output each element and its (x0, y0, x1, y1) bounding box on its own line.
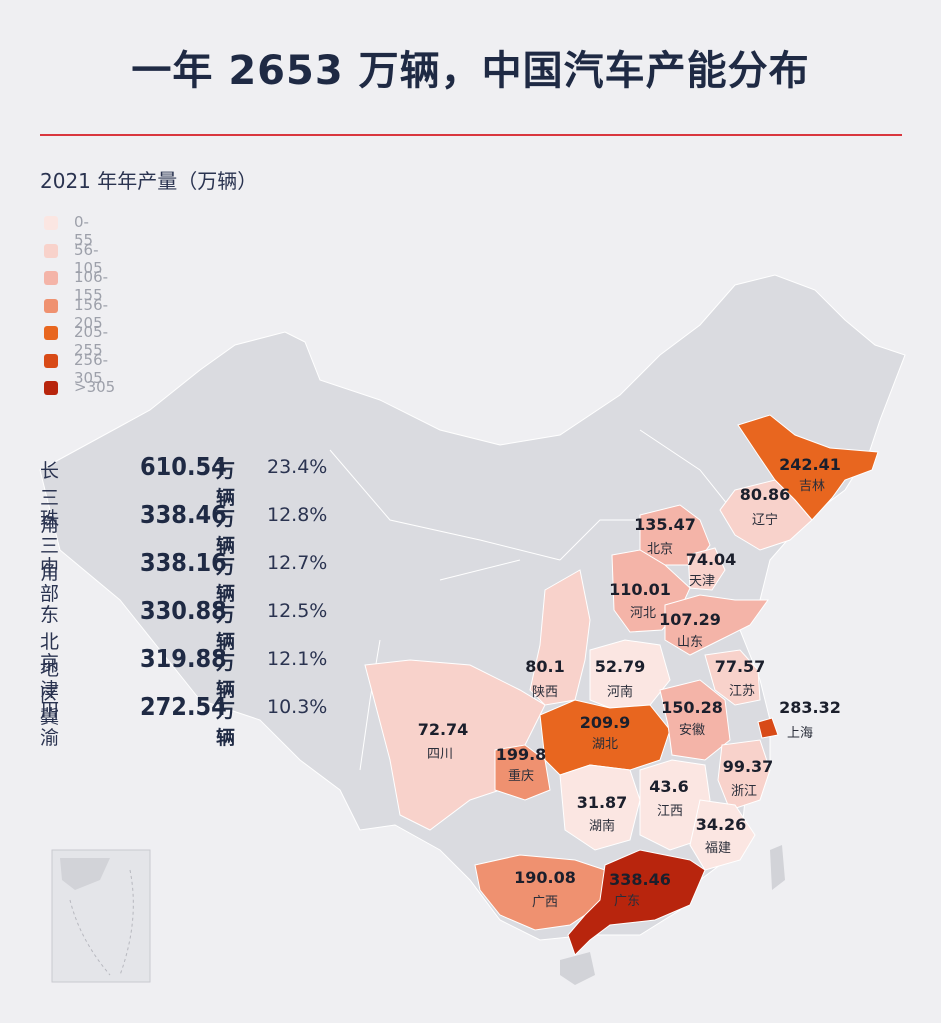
province-value: 52.79 (595, 657, 646, 676)
stat-value: 338.46 (140, 500, 227, 529)
stat-region: 中部 (40, 556, 60, 605)
south-china-sea-inset (51, 849, 151, 983)
province-value: 199.8 (496, 745, 547, 764)
legend-swatch (44, 243, 58, 258)
stat-unit: 万辆 (216, 508, 236, 557)
legend-swatch (44, 298, 58, 313)
province-name: 四川 (427, 747, 453, 762)
province-name: 湖南 (589, 818, 615, 834)
province-value: 80.86 (740, 485, 791, 504)
province-value: 43.6 (649, 777, 688, 796)
province-name: 上海 (787, 726, 813, 741)
legend-label: 0-55 (74, 213, 94, 249)
province-shape (559, 764, 641, 851)
province-name: 浙江 (731, 784, 757, 799)
province-shape (539, 699, 671, 776)
province-shape (717, 739, 771, 811)
province-value: 99.37 (723, 757, 774, 776)
stat-region: 东北地区 (40, 604, 60, 707)
province-value: 283.32 (779, 698, 841, 717)
stat-share: 12.5% (267, 600, 328, 622)
province-value: 107.29 (659, 610, 721, 629)
province-value: 31.87 (577, 793, 628, 812)
legend-label: 56-105 (74, 240, 103, 277)
legend-swatch (44, 381, 58, 395)
legend-label: 156-205 (74, 295, 109, 332)
province-name: 安徽 (679, 723, 705, 738)
province-name: 重庆 (508, 768, 534, 784)
legend-swatch (44, 216, 58, 230)
stat-value: 319.88 (140, 644, 227, 673)
province-name: 广西 (532, 895, 558, 910)
province-name: 湖北 (592, 737, 618, 752)
stat-value: 610.54 (140, 452, 227, 481)
stat-unit: 万辆 (216, 556, 236, 605)
stat-region: 珠三角 (40, 508, 60, 584)
stat-share: 23.4% (267, 456, 328, 478)
province-value: 150.28 (661, 698, 723, 717)
province-value: 338.46 (609, 870, 671, 889)
stat-share: 12.8% (267, 504, 328, 526)
province-name: 天津 (689, 574, 715, 589)
stat-value: 272.54 (140, 692, 227, 721)
legend-label: >305 (74, 378, 116, 396)
taiwan-shape (770, 845, 785, 890)
province-shape (704, 649, 761, 706)
stat-unit: 万辆 (216, 652, 236, 701)
legend-title: 2021 年年产量（万辆） (40, 169, 258, 193)
legend-swatch (44, 353, 58, 368)
province-name: 山东 (677, 635, 703, 650)
province-shape (589, 639, 671, 709)
stat-unit: 万辆 (216, 604, 236, 653)
province-value: 209.9 (580, 713, 631, 732)
province-shape (494, 744, 551, 801)
page-title: 一年 2653 万辆，中国汽车产能分布 (131, 48, 810, 94)
title-divider (40, 134, 902, 136)
province-shape (689, 799, 756, 871)
stat-unit: 万辆 (216, 700, 236, 749)
province-name: 北京 (647, 542, 673, 557)
province-name: 河南 (607, 684, 633, 700)
stat-region: 川渝 (40, 700, 60, 749)
stat-region: 京津冀 (40, 652, 60, 728)
stat-region: 长三角 (40, 460, 60, 536)
legend-swatch (44, 326, 58, 340)
legend-swatch (44, 271, 58, 285)
province-value: 72.74 (418, 720, 469, 739)
province-value: 110.01 (609, 580, 671, 599)
legend-label: 106-155 (74, 268, 109, 304)
province-name: 辽宁 (752, 512, 778, 528)
province-shape (664, 594, 769, 656)
legend-label: 256-305 (74, 350, 109, 387)
stat-share: 12.1% (267, 648, 328, 670)
province-name: 陕西 (532, 685, 558, 700)
province-shape (719, 479, 813, 551)
province-value: 190.08 (514, 868, 576, 887)
stat-value: 330.88 (140, 596, 227, 625)
province-name: 河北 (630, 606, 656, 621)
province-name: 吉林 (799, 479, 825, 494)
province-name: 江西 (657, 804, 683, 819)
legend-label: 205-255 (74, 323, 109, 359)
province-name: 江苏 (729, 683, 755, 699)
province-shape (567, 849, 706, 956)
stat-share: 12.7% (267, 552, 328, 574)
province-value: 77.57 (715, 657, 766, 676)
province-shape (659, 679, 731, 761)
province-name: 广东 (614, 894, 640, 909)
province-shape (687, 547, 726, 591)
stat-share: 10.3% (267, 696, 328, 718)
stat-value: 338.16 (140, 548, 227, 577)
province-shape (757, 717, 779, 739)
province-value: 74.04 (686, 550, 737, 569)
stat-unit: 万辆 (216, 460, 236, 509)
province-value: 242.41 (779, 455, 841, 474)
gray-province-border (329, 429, 741, 771)
province-value: 135.47 (634, 515, 696, 534)
province-value: 80.1 (525, 657, 564, 676)
province-value: 34.26 (696, 815, 747, 834)
province-name: 福建 (705, 841, 731, 856)
hainan-shape (560, 952, 595, 985)
